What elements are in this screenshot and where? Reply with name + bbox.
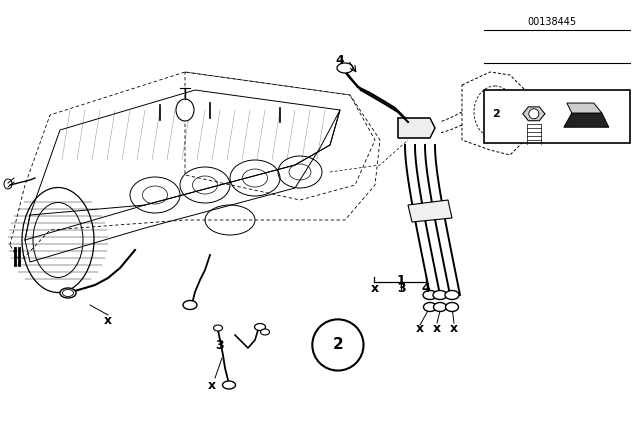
Bar (484, 90, 630, 143)
Ellipse shape (445, 290, 459, 300)
Polygon shape (564, 113, 609, 127)
Text: 4: 4 (421, 282, 430, 295)
Text: x: x (433, 322, 441, 335)
Ellipse shape (214, 325, 223, 331)
Ellipse shape (445, 302, 458, 311)
Ellipse shape (424, 302, 436, 311)
Polygon shape (408, 200, 452, 222)
Text: x: x (416, 322, 424, 335)
Polygon shape (523, 107, 545, 121)
Text: x: x (371, 282, 378, 295)
Ellipse shape (433, 290, 447, 300)
Ellipse shape (423, 290, 437, 300)
Text: 1: 1 (397, 275, 406, 288)
Text: 00138445: 00138445 (527, 17, 576, 27)
Polygon shape (462, 72, 530, 155)
Text: 2: 2 (333, 337, 343, 353)
Text: 2: 2 (492, 109, 500, 119)
Ellipse shape (60, 288, 76, 298)
Ellipse shape (223, 381, 236, 389)
Text: 4: 4 (335, 53, 344, 66)
Ellipse shape (260, 329, 269, 335)
Ellipse shape (176, 99, 194, 121)
Ellipse shape (183, 301, 197, 310)
Circle shape (312, 319, 364, 370)
Ellipse shape (433, 302, 447, 311)
Ellipse shape (255, 323, 266, 331)
Text: x: x (450, 322, 458, 335)
Ellipse shape (337, 63, 353, 73)
Text: x: x (104, 314, 112, 327)
Text: 3: 3 (397, 282, 406, 295)
Circle shape (529, 109, 539, 119)
Polygon shape (567, 103, 602, 113)
Text: 3: 3 (216, 339, 224, 352)
Polygon shape (398, 118, 435, 138)
Text: x: x (208, 379, 216, 392)
